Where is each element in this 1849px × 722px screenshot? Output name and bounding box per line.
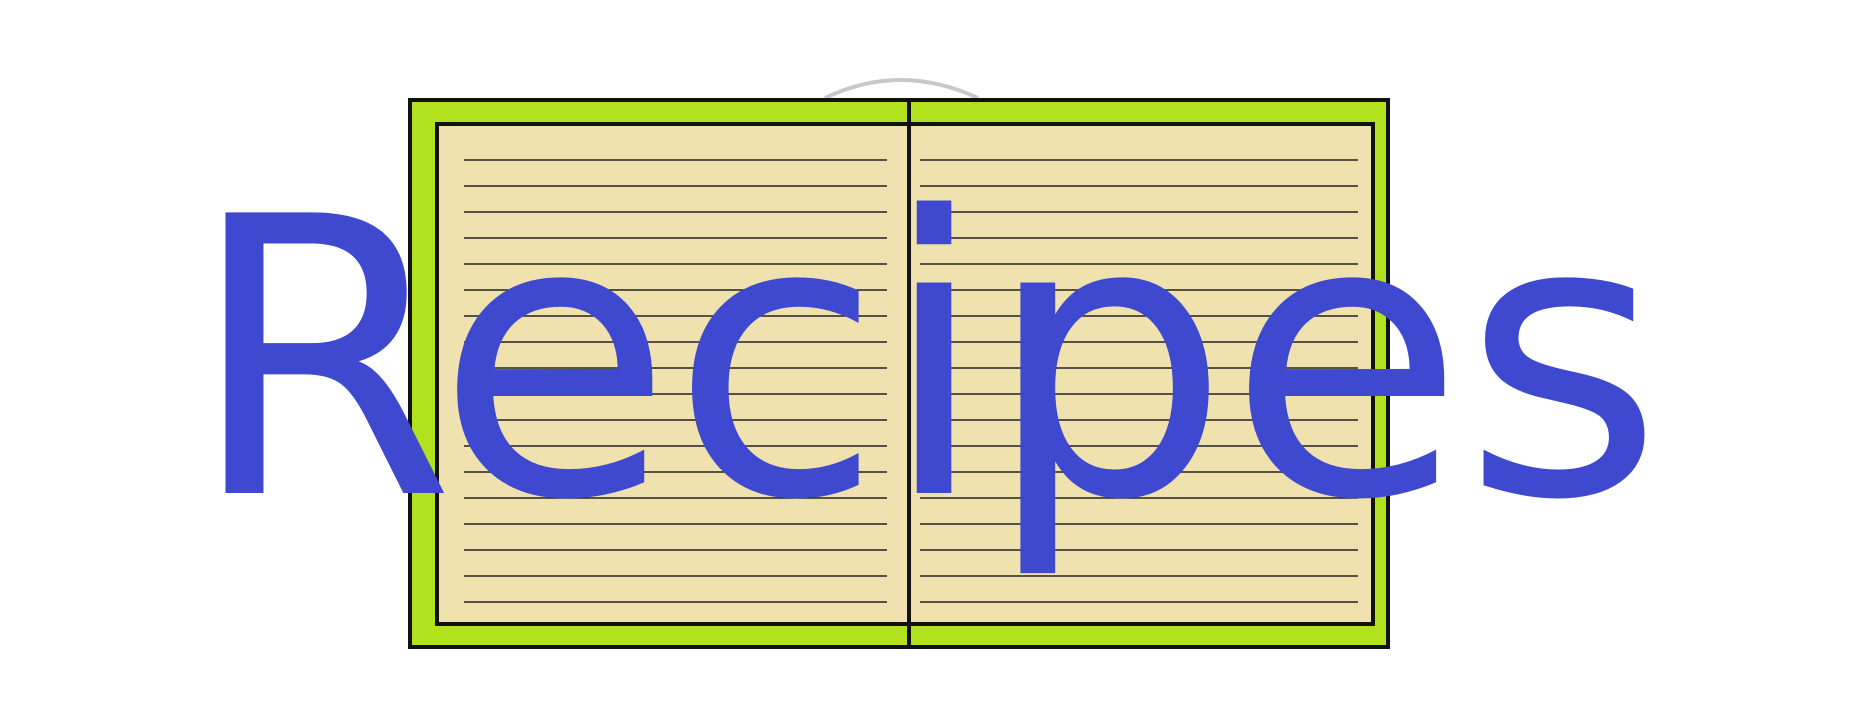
left-page <box>435 122 911 626</box>
right-page <box>907 122 1375 626</box>
page-lines <box>464 159 1358 603</box>
recipes-title: Recipes <box>187 136 1664 584</box>
binder-ring-icon <box>824 78 979 100</box>
